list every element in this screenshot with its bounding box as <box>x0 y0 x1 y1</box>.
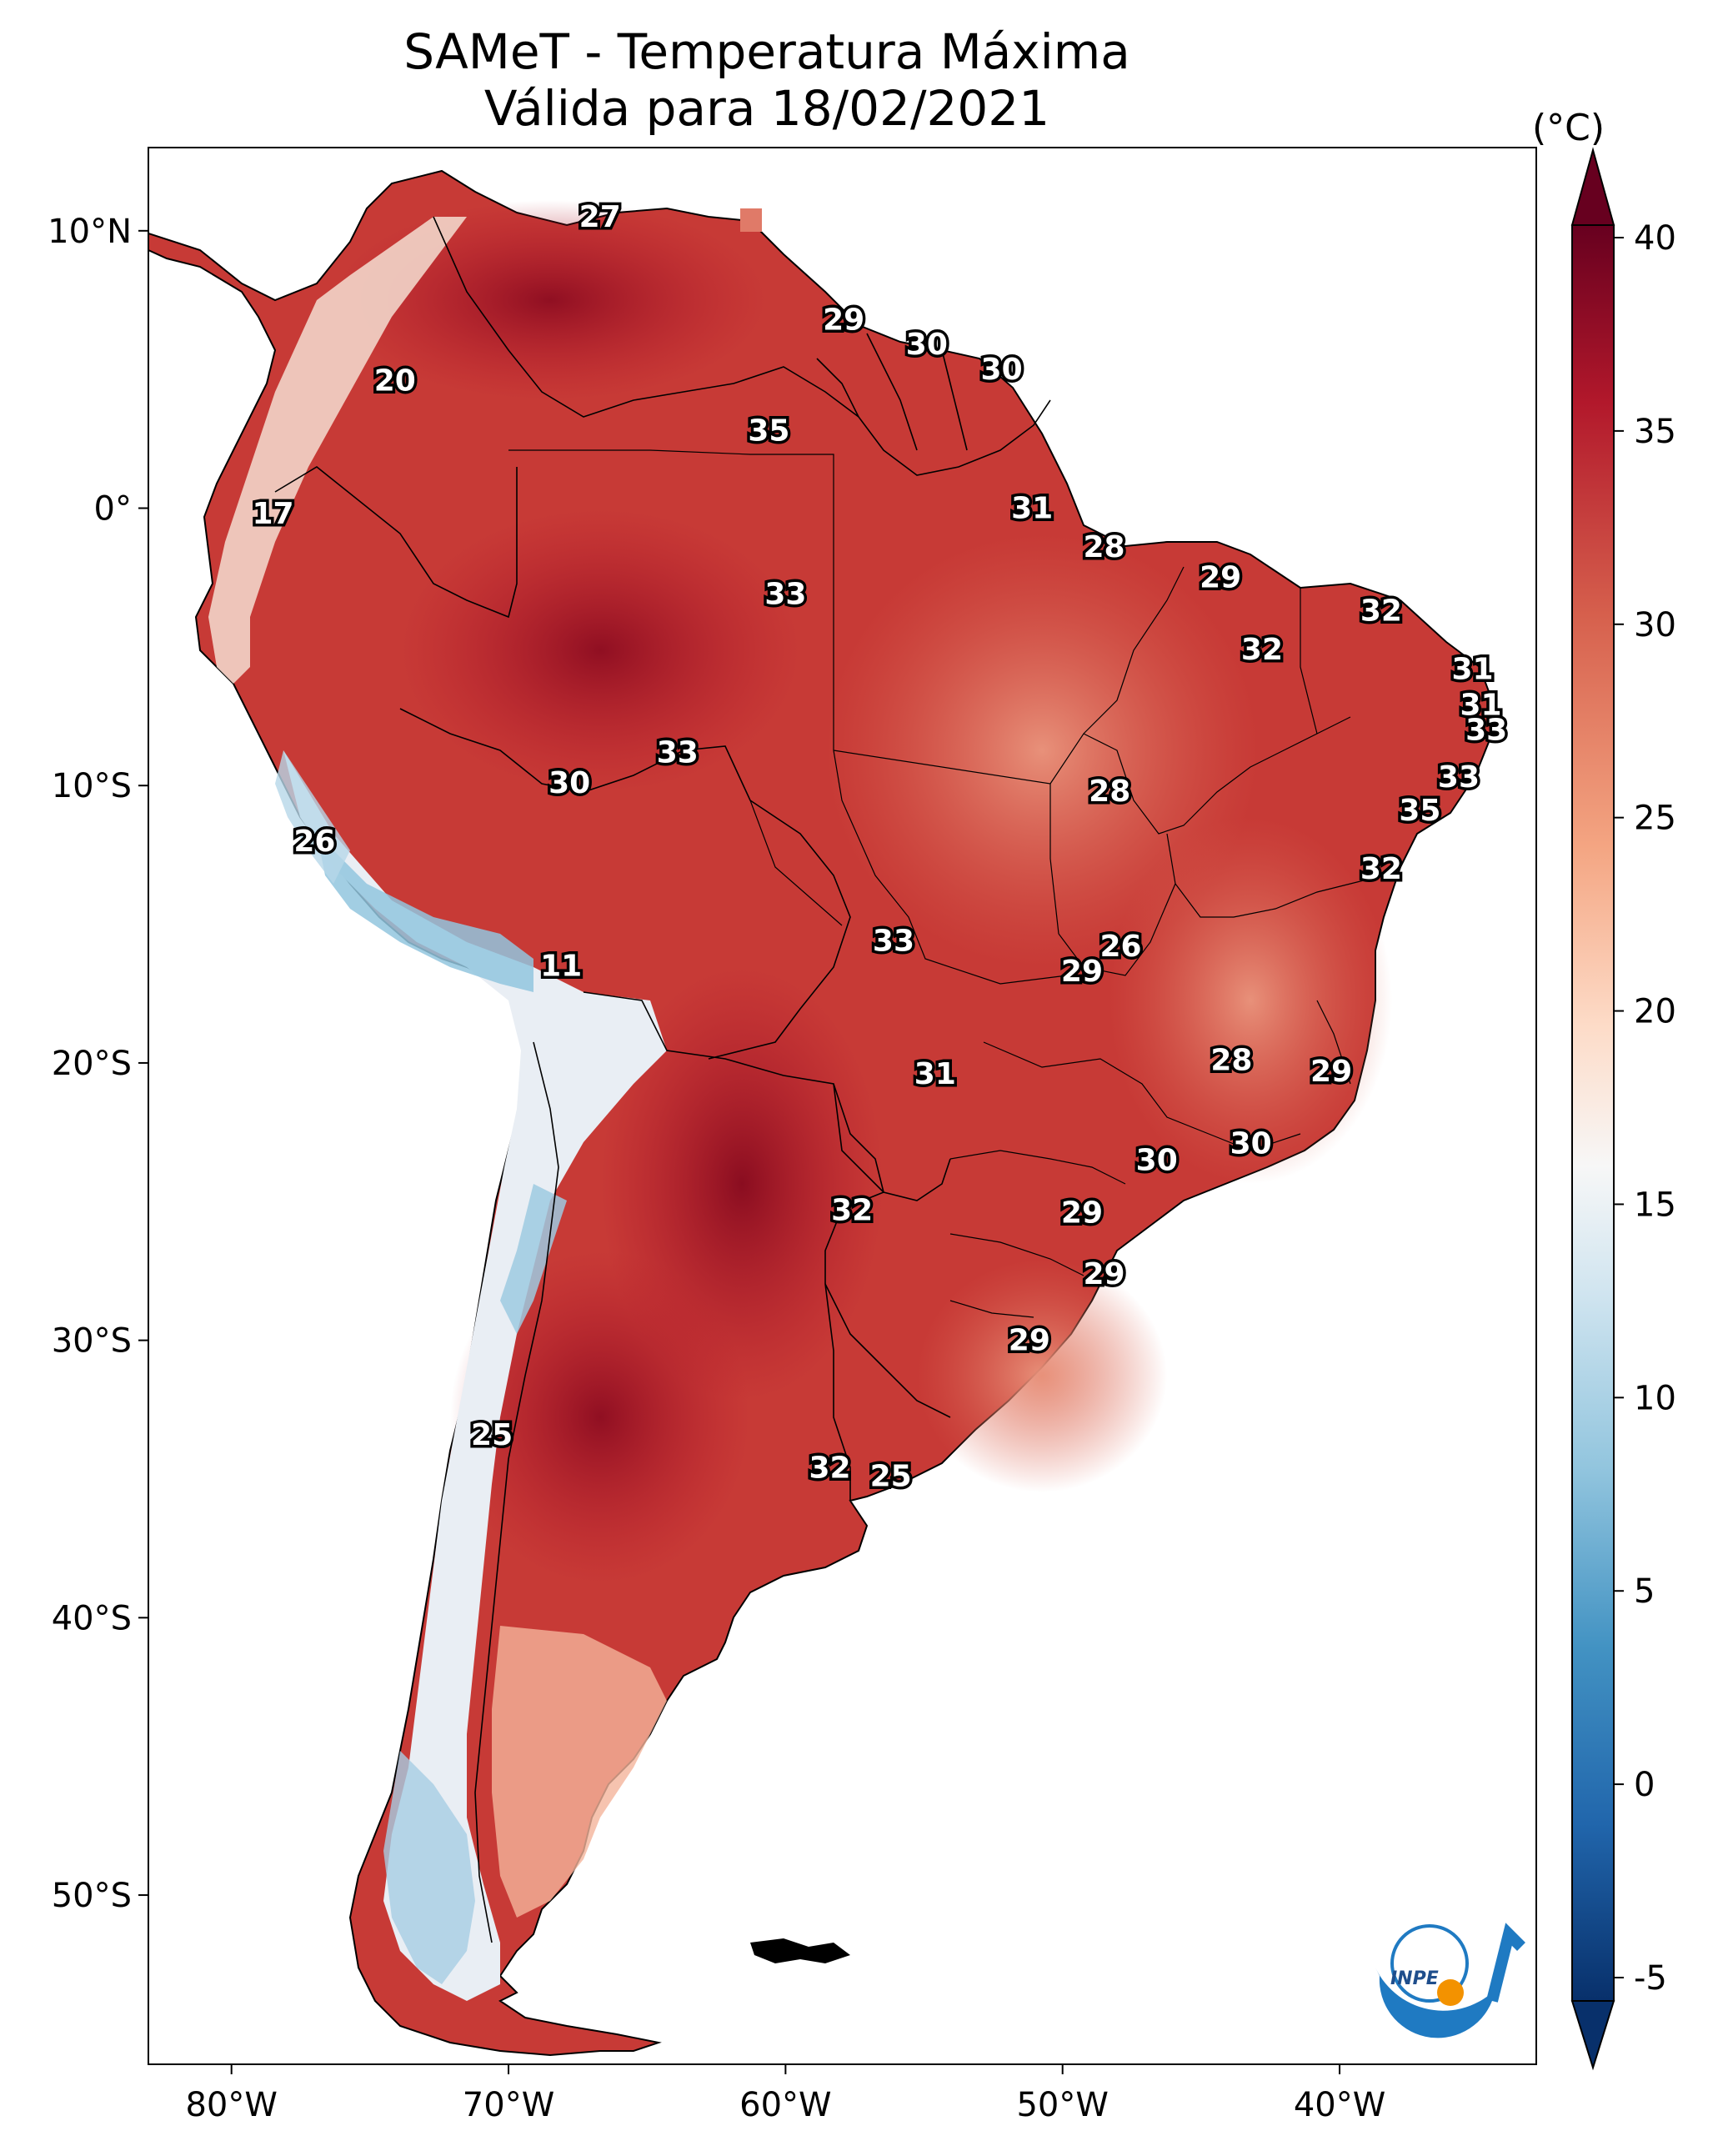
andes-cold-south <box>500 1184 567 1334</box>
inpe-logo: INPE <box>1375 1923 1525 2038</box>
y-tick-label: 10°S <box>52 767 132 805</box>
x-tick-label: 60°W <box>739 2086 831 2124</box>
x-tick-label: 80°W <box>185 2086 277 2124</box>
temperature-label: 31 <box>1460 689 1501 723</box>
y-tick-label: 0° <box>94 490 132 529</box>
temperature-label: 32 <box>1241 633 1283 667</box>
temperature-label: 33 <box>873 925 914 959</box>
warm-zone-east-brazil <box>1109 817 1392 1184</box>
temperature-label: 26 <box>293 825 335 859</box>
coastal-peru-cool <box>275 750 350 884</box>
temperature-label: 33 <box>657 735 699 770</box>
inpe-logo-arrow <box>1486 1923 1525 2003</box>
colorbar-tick-label: 10 <box>1634 1379 1676 1417</box>
colorbar-tick-label: 35 <box>1634 413 1676 451</box>
temperature-label: 25 <box>471 1418 513 1452</box>
y-tick-label: 10°N <box>48 213 132 251</box>
colorbar-tick-label: 25 <box>1634 800 1676 838</box>
y-tick-label: 40°S <box>52 1599 132 1637</box>
temperature-label: 31 <box>1452 652 1494 686</box>
temperature-label: 33 <box>764 578 806 612</box>
patagonia-warm-band <box>492 1626 667 1918</box>
temperature-label: 28 <box>1084 530 1125 564</box>
patagonia-cold <box>383 1751 475 1984</box>
temperature-label: 33 <box>1438 760 1480 795</box>
temperature-label: 29 <box>1061 1196 1103 1231</box>
colorbar-tick-label: 15 <box>1634 1186 1676 1224</box>
temperature-label: 25 <box>870 1460 912 1494</box>
colorbar-tick-label: 40 <box>1634 219 1676 258</box>
colorbar-tick-label: 20 <box>1634 993 1676 1031</box>
warm-zone-central-brazil <box>825 534 1259 967</box>
temperature-label: 20 <box>374 364 416 398</box>
temperature-label: 35 <box>748 414 789 448</box>
colorbar-tick-label: -5 <box>1634 1959 1667 1998</box>
andes-cold-core <box>317 834 533 992</box>
temperature-label: 29 <box>823 303 864 337</box>
heat-zone-argentina <box>450 1251 750 1584</box>
map-border <box>148 147 1537 2065</box>
inpe-logo-text: INPE <box>1390 1968 1439 1989</box>
falkland-islands <box>750 1938 850 1963</box>
temperature-label: 11 <box>540 949 582 983</box>
temperature-label: 29 <box>1061 955 1103 989</box>
temperature-label: 17 <box>252 497 293 531</box>
colorbar-gradient <box>1571 224 1615 2002</box>
x-axis: 80°W 70°W 60°W 50°W 40°W <box>185 2064 1385 2124</box>
colorbar-bottom-extend <box>1570 2000 1615 2071</box>
inpe-logo-swoosh <box>1375 1968 1500 2038</box>
temperature-label: 32 <box>1360 852 1402 886</box>
temperature-label: 35 <box>1399 794 1440 828</box>
x-tick-label: 40°W <box>1294 2086 1385 2124</box>
x-tick-label: 70°W <box>463 2086 554 2124</box>
temperature-label: 33 <box>1465 714 1507 748</box>
colorbar-ticks: 40 35 30 25 20 15 10 5 0 -5 <box>1614 219 1676 1998</box>
temperature-label: 32 <box>809 1452 850 1486</box>
temperature-label: 27 <box>579 200 621 234</box>
temperature-label: 29 <box>1310 1055 1352 1089</box>
temperature-label: 26 <box>1099 930 1141 964</box>
temperature-label: 30 <box>906 328 948 362</box>
colorbar-unit-label: (°C) <box>1532 107 1605 149</box>
colorbar-tick-label: 0 <box>1634 1766 1655 1804</box>
temperature-label: 30 <box>548 766 590 800</box>
x-tick-label: 50°W <box>1016 2086 1108 2124</box>
temperature-label: 30 <box>1230 1126 1272 1161</box>
colorbar-tick-label: 5 <box>1634 1572 1655 1611</box>
temperature-label: 32 <box>831 1193 873 1227</box>
temperature-label: 31 <box>914 1057 956 1091</box>
country-borders <box>274 216 1051 1943</box>
temperature-label: 28 <box>1210 1044 1252 1078</box>
andes-central-cool-band <box>283 750 667 2001</box>
y-tick-label: 30°S <box>52 1322 132 1361</box>
colorbar-top-extend <box>1570 147 1615 226</box>
map-subtitle: Válida para 18/02/2021 <box>483 80 1050 137</box>
temperature-label: 30 <box>1136 1143 1178 1177</box>
state-borders <box>508 449 1385 1318</box>
map-layer <box>148 169 1493 2057</box>
y-tick-label: 20°S <box>52 1045 132 1083</box>
temperature-label: 31 <box>1011 492 1053 526</box>
temperature-label: 30 <box>981 353 1023 387</box>
trinidad-island <box>740 208 762 232</box>
heat-zone-amazon <box>400 509 800 792</box>
colorbar-tick-label: 30 <box>1634 606 1676 644</box>
inpe-logo-dot <box>1437 1979 1464 2006</box>
warm-zone-south-brazil <box>917 1259 1167 1492</box>
colorbar: 40 35 30 25 20 15 10 5 0 -5 <box>1570 147 1676 2071</box>
inpe-logo-ring <box>1390 1924 1469 2003</box>
temperature-label: 32 <box>1360 594 1402 629</box>
temperature-label: 29 <box>1009 1324 1050 1358</box>
temperature-label: 29 <box>1200 561 1241 595</box>
temperature-label: 29 <box>1084 1257 1125 1291</box>
y-axis: 10°N 0° 10°S 20°S 30°S 40°S 50°S <box>48 213 148 1915</box>
y-tick-label: 50°S <box>52 1877 132 1915</box>
temperature-label: 28 <box>1089 775 1130 809</box>
map-title: SAMeT - Temperatura Máxima <box>403 23 1130 80</box>
andes-cool-band <box>208 217 467 684</box>
